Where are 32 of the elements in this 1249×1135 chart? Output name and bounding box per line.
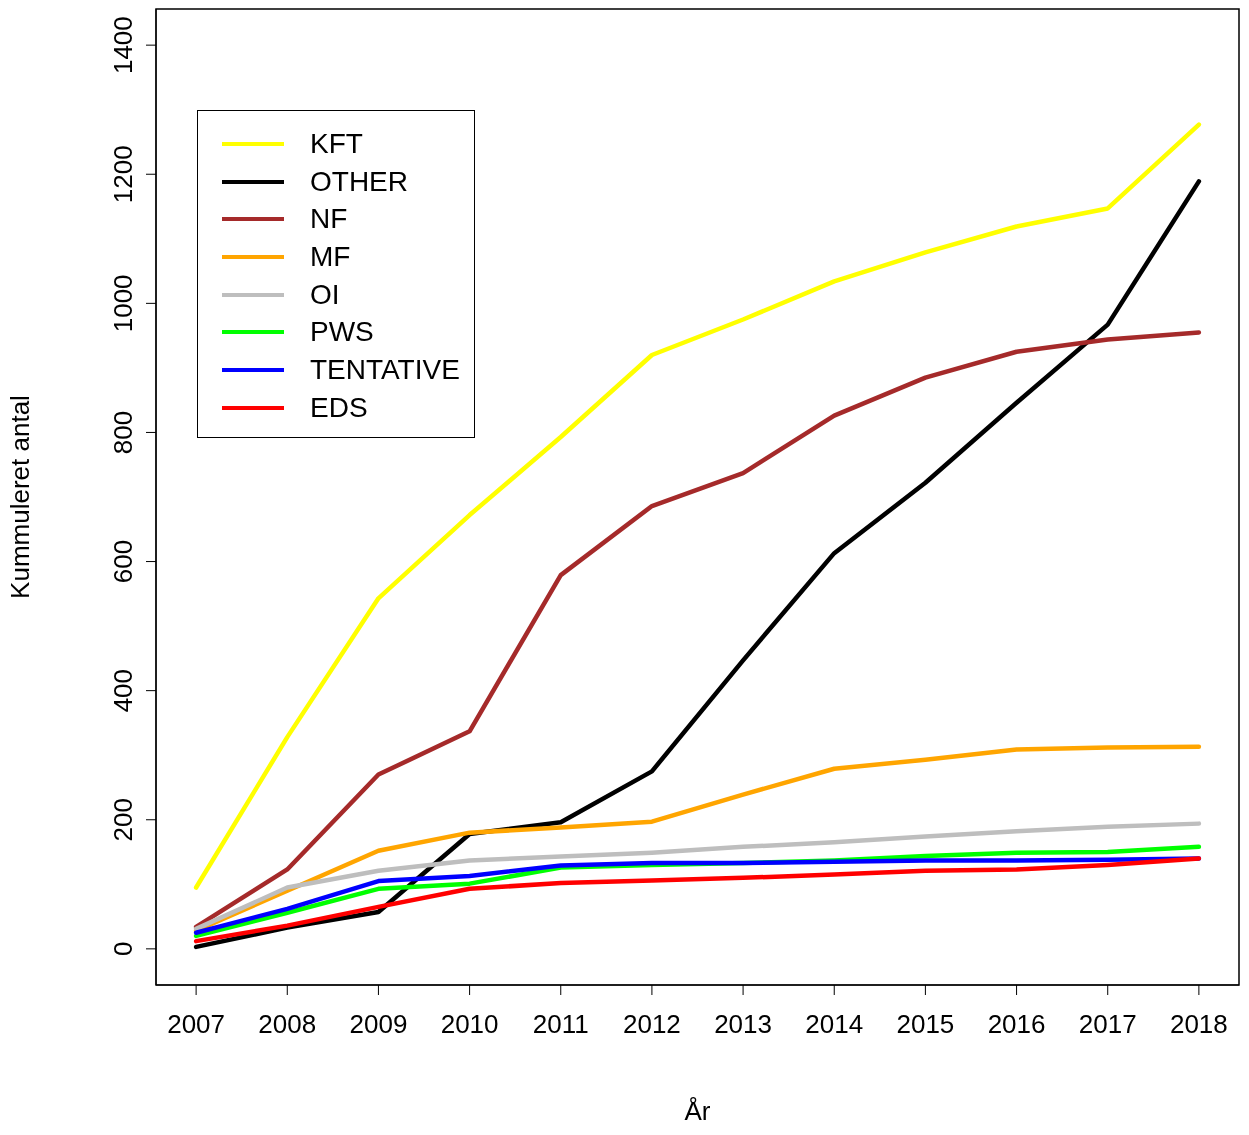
- x-tick-label: 2011: [532, 1009, 589, 1040]
- y-tick-label: 800: [108, 410, 138, 455]
- legend-label: OTHER: [310, 165, 408, 198]
- x-tick-label: 2018: [1169, 1009, 1228, 1040]
- x-tick-label: 2009: [349, 1009, 408, 1040]
- x-axis-title: År: [684, 1096, 711, 1126]
- y-axis-title: Kummuleret antal: [5, 395, 36, 599]
- legend-label: KFT: [310, 127, 363, 160]
- x-tick-label: 2016: [987, 1009, 1046, 1040]
- x-tick-label: 2007: [167, 1009, 226, 1040]
- y-tick-label: 0: [108, 941, 138, 957]
- line-series: [193, 821, 1202, 932]
- x-tick-label: 2013: [714, 1009, 772, 1040]
- x-tick-label: 2017: [1078, 1009, 1137, 1040]
- y-tick-label: 1200: [108, 145, 138, 204]
- legend-label: NF: [310, 203, 348, 236]
- y-tick-label: 600: [108, 539, 138, 584]
- x-tick-label: 2014: [805, 1009, 864, 1040]
- legend-label: TENTATIVE: [310, 353, 460, 386]
- x-tick-label: 2015: [896, 1009, 955, 1040]
- x-tick-label: 2012: [623, 1009, 681, 1040]
- y-tick-label: 1000: [108, 274, 138, 333]
- legend-label: EDS: [310, 391, 368, 424]
- y-tick-label: 1400: [108, 16, 138, 75]
- legend-label: OI: [310, 278, 340, 311]
- x-tick-label: 2010: [440, 1009, 499, 1040]
- legend-label: PWS: [310, 316, 374, 349]
- x-tick-label: 2008: [258, 1009, 317, 1040]
- line-series: [193, 744, 1202, 934]
- y-tick-label: 200: [108, 798, 138, 842]
- legend-label: MF: [310, 240, 351, 273]
- y-tick-label: 400: [108, 668, 138, 713]
